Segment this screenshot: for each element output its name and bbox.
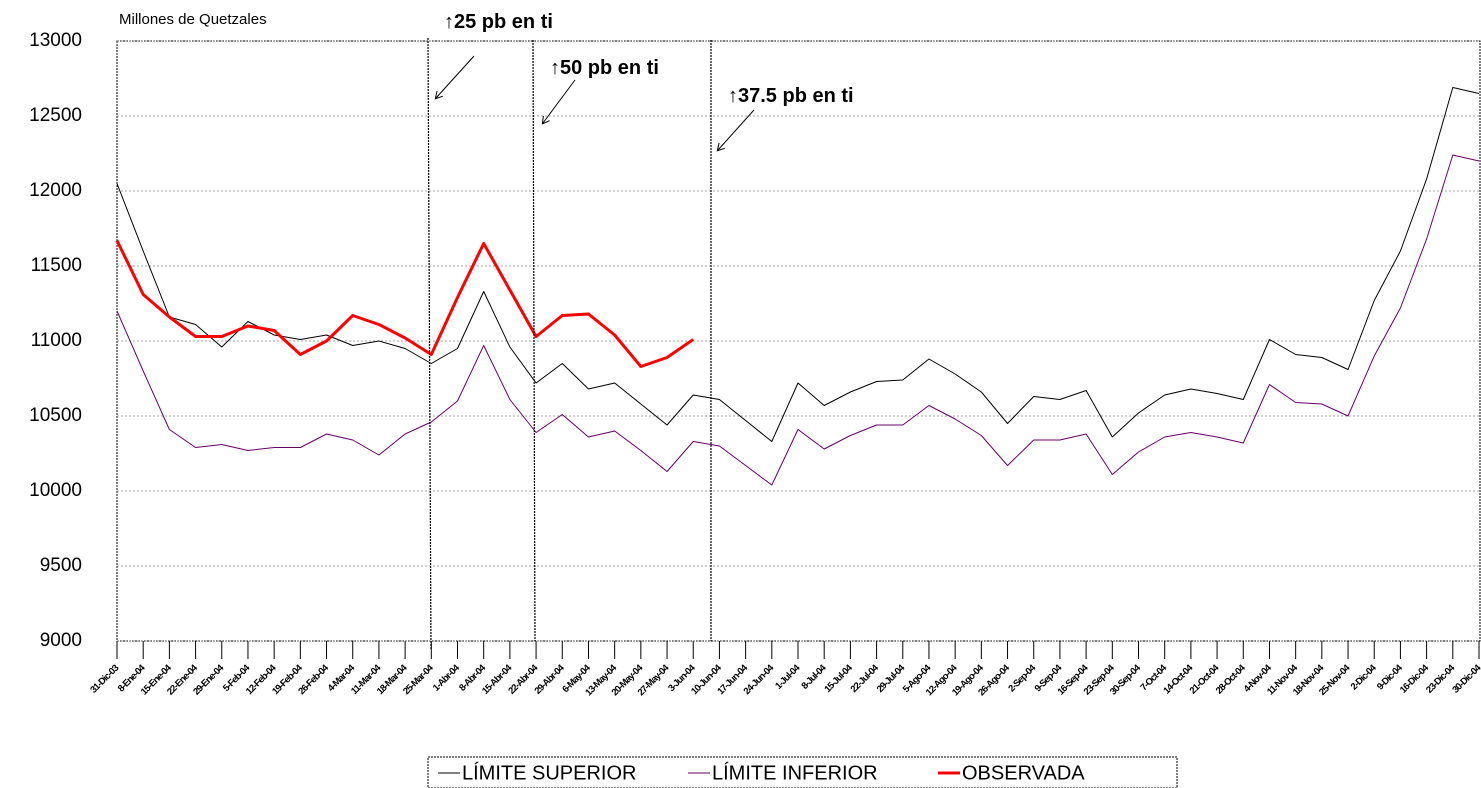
y-tick-label: 9500 xyxy=(40,555,82,576)
x-tick-label: 30-Sep-04 xyxy=(1108,662,1143,697)
x-tick-label: 25-Nov-04 xyxy=(1317,662,1353,698)
plot-area: 9000 9500 10000 10500 11000 11500 12000 12500 13… xyxy=(29,30,1481,698)
event-lines xyxy=(427,37,712,651)
event-line xyxy=(427,37,432,651)
annotation: ↑50 pb en ti xyxy=(550,57,659,79)
x-tick-label: 30-Dic-04 xyxy=(1450,662,1481,696)
x-tick-label: 31-Dic-03 xyxy=(88,663,121,696)
x-tick-label: 2-Dic-04 xyxy=(1349,662,1379,692)
arrow xyxy=(543,79,576,123)
series-line xyxy=(115,239,695,368)
x-tick-label: 24-Jun-04 xyxy=(742,662,777,697)
y-tick-label: 12000 xyxy=(29,180,82,201)
x-tick-label: 26-Feb-04 xyxy=(296,662,331,697)
x-tick-label: 29-Ene-04 xyxy=(191,662,226,697)
series-line xyxy=(116,87,1480,442)
annotation: ↑25 pb en ti xyxy=(444,11,553,33)
arrow xyxy=(718,109,755,150)
y-tick-label: 11000 xyxy=(31,330,82,351)
series-line xyxy=(116,154,1480,486)
x-tick-label: 25-Mar-04 xyxy=(401,662,436,697)
legend-label: LÍMITE INFERIOR xyxy=(712,761,878,784)
y-tick-label: 11500 xyxy=(31,255,82,276)
x-tick-label: 2-Sep-04 xyxy=(1006,662,1038,694)
y-tick-label: 12500 xyxy=(29,105,82,126)
y-axis-label: Millones de Quetzales xyxy=(119,11,267,28)
y-tick-label: 10500 xyxy=(29,405,82,426)
x-tick-label: 28-Oct-04 xyxy=(1214,662,1248,696)
y-tick-label: 13000 xyxy=(29,30,82,51)
legend-label: OBSERVADA xyxy=(962,762,1085,784)
arrow xyxy=(436,55,475,98)
x-tick-label: 1-Jul-04 xyxy=(773,662,803,692)
event-line xyxy=(532,39,536,642)
annotation: ↑37.5 pb en ti xyxy=(728,85,854,107)
x-tick-label: 29-Abr-04 xyxy=(532,662,567,697)
x-tick-label: 1-Abr-04 xyxy=(431,662,463,694)
annotation-arrows xyxy=(436,55,755,150)
y-tick-label: 9000 xyxy=(40,630,82,651)
legend-label: LÍMITE SUPERIOR xyxy=(462,761,636,784)
legend: LÍMITE SUPERIOR LÍMITE INFERIOR OBSERVADA xyxy=(438,761,1085,784)
y-tick-label: 10000 xyxy=(29,480,82,501)
